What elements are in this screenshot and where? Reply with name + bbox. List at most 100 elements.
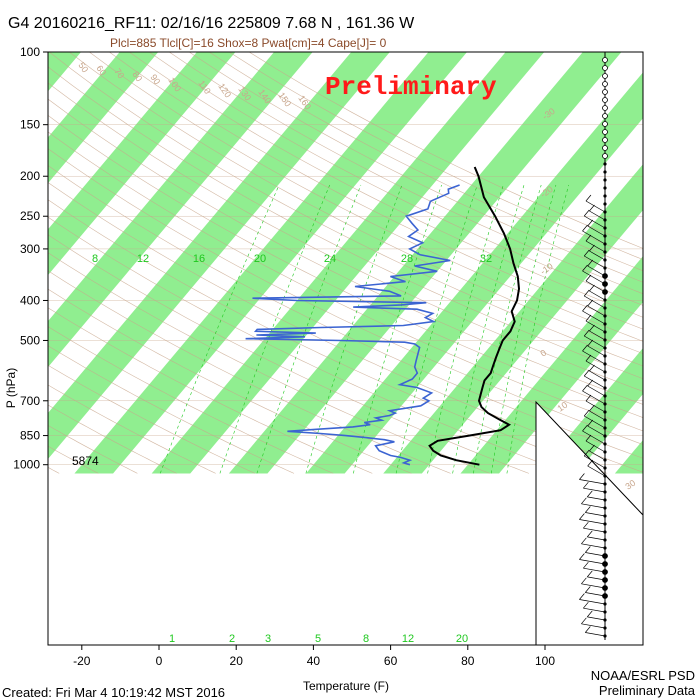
x-tick-label: 60 [384,654,398,668]
wind-barb-flag [583,369,590,377]
dry-adiabat [48,199,608,474]
mixing-ratio-label: 16 [193,253,205,265]
wind-barb-flag [583,561,589,569]
wind-barb-flag [583,409,590,417]
wind-barb-flag [587,299,593,307]
dry-adiabat [149,52,643,306]
height-label: 5874 [72,454,99,468]
wind-barb-flag [585,314,592,322]
mixing-ratio-line [256,184,362,474]
wind-barb [582,350,606,365]
y-tick-label: 100 [20,45,40,59]
wind-barb [584,335,606,349]
wind-barb-flag [583,249,590,257]
mixing-ratio-low-label: 1 [169,633,175,645]
wind-barb [584,255,606,269]
wind-barb-flag [582,384,588,392]
wind-barb [583,607,606,613]
dry-adiabats [0,52,643,474]
temperature-band [306,72,643,474]
wind-barb [585,320,606,333]
wind-barb-point [602,105,608,111]
wind-barb [579,559,606,565]
dry-adiabat [229,52,643,260]
dry-adiabat [69,52,643,354]
wind-barb-point [603,162,607,166]
wind-barb-flag [585,546,591,553]
dry-adiabat [209,52,643,272]
wind-barb [587,536,606,541]
theta-label: 120 [216,81,233,99]
dry-adiabat [248,52,643,249]
wind-barb [584,375,606,389]
dry-adiabat [48,404,177,474]
dry-adiabat [189,52,643,283]
dry-adiabat [48,425,138,474]
wind-barb [584,415,606,429]
preliminary-stamp: Preliminary [325,72,497,102]
wind-barb [585,512,606,517]
y-tick-label: 150 [20,118,40,132]
wind-barb [589,330,606,341]
wind-barb [585,632,606,637]
dry-adiabat [48,234,530,474]
wind-barb-point [602,97,608,103]
x-axis-label: Temperature (F) [303,679,389,693]
wind-barb-flag [585,394,592,402]
y-tick-label: 200 [20,169,40,183]
chart-title: G4 20160216_RF11: 02/16/16 225809 7.68 N… [8,15,415,32]
wind-barb [584,215,606,229]
wind-barb-flag [587,379,593,387]
wind-barb-flag [582,264,588,272]
wind-barb [587,496,606,501]
dry-adiabat [48,288,412,474]
wind-barb-flag [579,513,585,520]
wind-barb-flag [579,553,585,560]
y-tick-label: 500 [20,333,40,347]
mixing-ratio-label: 32 [480,253,492,265]
wind-barb-flag [581,497,587,505]
dry-adiabat [0,52,20,473]
wind-barb-point [602,65,608,71]
dry-adiabat [48,82,643,392]
wind-barb-point [602,73,608,79]
wind-barb-flag [585,354,592,362]
wind-barb [585,360,606,373]
wind-barb-flag [585,434,592,442]
dry-adiabat [48,384,216,474]
dry-adiabat [169,52,643,295]
wind-barb-flag [579,473,585,480]
temperature-band [460,256,643,474]
wind-barb-flag [585,586,591,593]
wind-barb [585,440,606,453]
dry-adiabat [129,52,643,318]
wind-barb-flag [587,530,593,538]
wind-barb-flag [582,424,588,432]
sounding-series [245,166,521,466]
wind-barb [587,305,606,317]
wind-barb-point [602,145,608,151]
temperature-band [48,52,82,92]
theta-label: 50 [76,60,90,74]
dry-adiabat [48,66,643,379]
wind-barb-point [602,89,608,95]
dry-adiabat [48,216,569,474]
wind-barb [587,425,606,437]
wind-barb-flag [587,459,593,467]
dry-adiabat [109,52,643,330]
chart-subtitle: Plcl=885 Tlcl[C]=16 Shox=8 Pwat[cm]=4 Ca… [110,36,387,50]
wind-barb-flag [583,329,590,337]
wind-barb-flag [582,224,588,232]
wind-barb-flag [589,444,595,452]
wetbulb-label: 0 [538,348,548,359]
wind-barb [581,623,606,629]
wind-barb-flag [579,593,585,600]
mixing-ratio-label: 20 [254,253,266,265]
wind-barb [582,310,606,325]
created-timestamp: Created: Fri Mar 4 10:19:42 MST 2016 [2,685,225,700]
temperature-band [48,52,313,368]
wind-barb-point [602,153,608,159]
mixing-ratio-line [473,184,542,474]
dry-adiabat [89,52,643,342]
